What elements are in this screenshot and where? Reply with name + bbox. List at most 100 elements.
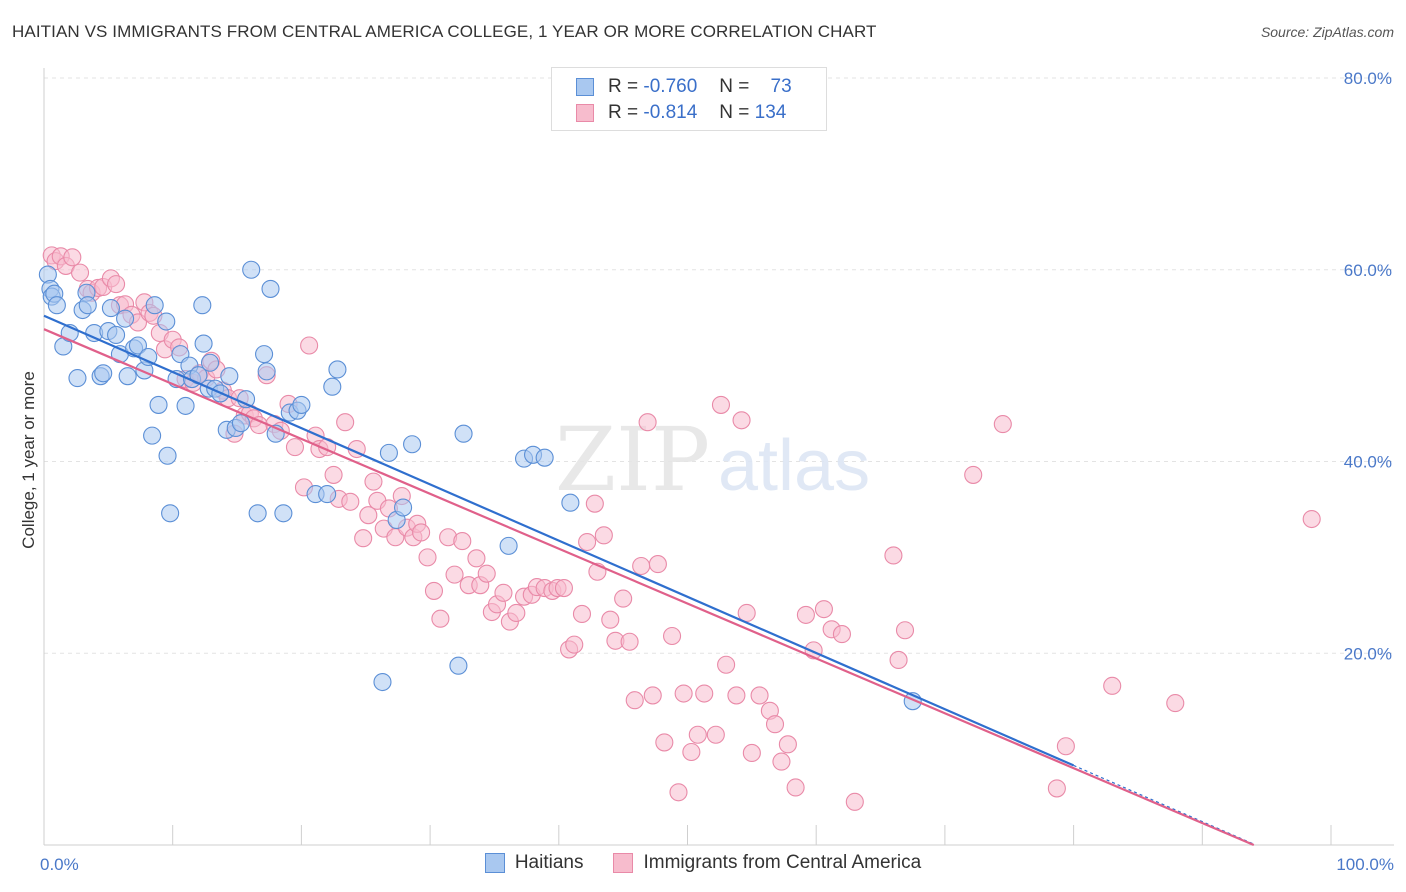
trend-line-haitians	[43, 314, 1075, 767]
data-point	[711, 395, 731, 414]
data-point	[161, 504, 180, 523]
watermark: ZIP atlas	[555, 408, 870, 511]
data-point	[1166, 694, 1185, 713]
data-point	[373, 672, 392, 692]
data-point	[193, 296, 212, 315]
legend-n-value: 73	[770, 76, 792, 97]
data-point	[145, 296, 164, 315]
data-point	[157, 312, 176, 331]
y-tick-label: 80.0%	[1344, 69, 1392, 88]
data-point	[565, 635, 584, 654]
data-point	[706, 725, 725, 744]
data-point	[742, 743, 761, 763]
legend-r-label: R =	[608, 102, 639, 123]
data-point	[149, 395, 168, 414]
data-point	[231, 414, 250, 433]
bottom-legend: Haitians Immigrants from Central America	[0, 852, 1406, 874]
data-point	[625, 691, 644, 710]
series-haitians	[38, 260, 922, 711]
data-point	[717, 655, 736, 674]
data-point	[324, 465, 343, 484]
data-point	[194, 334, 213, 353]
data-point	[814, 600, 833, 619]
bottom-legend-haitians: Haitians	[484, 852, 584, 874]
x-tick-label: 100.0%	[1336, 855, 1394, 874]
data-point	[300, 336, 319, 355]
data-point	[750, 686, 769, 705]
data-point	[535, 448, 554, 467]
trend-extension-haitians	[1073, 764, 1255, 845]
data-point	[889, 650, 908, 670]
data-point	[663, 626, 682, 646]
bottom-legend-label: Immigrants from Central America	[643, 852, 922, 873]
data-point	[220, 367, 239, 386]
bottom-legend-central-america: Immigrants from Central America	[613, 852, 921, 874]
data-point	[63, 248, 82, 267]
data-point	[449, 656, 468, 675]
data-point	[274, 504, 293, 523]
data-point	[632, 556, 651, 576]
data-point	[116, 309, 135, 328]
data-point	[614, 589, 633, 608]
data-point	[257, 362, 276, 381]
data-point	[1302, 509, 1321, 529]
data-point	[895, 621, 915, 640]
data-point	[688, 725, 707, 744]
data-point	[354, 529, 373, 548]
legend-n-label: N =	[719, 76, 750, 97]
data-point	[832, 625, 851, 644]
data-point	[732, 411, 751, 430]
data-point	[318, 485, 337, 504]
source-label: Source: ZipAtlas.com	[1260, 24, 1394, 40]
data-point	[403, 435, 422, 454]
y-tick-label: 20.0%	[1344, 644, 1392, 663]
data-point	[765, 715, 785, 734]
bottom-legend-label: Haitians	[514, 852, 584, 873]
legend-n-value: 134	[754, 102, 787, 123]
data-point	[445, 565, 464, 584]
data-point	[70, 263, 90, 282]
data-point	[78, 296, 97, 315]
data-point	[128, 336, 148, 355]
data-point	[328, 360, 347, 379]
data-point	[845, 792, 864, 811]
data-point	[655, 733, 674, 752]
data-point	[585, 494, 604, 513]
data-point	[364, 472, 383, 491]
data-point	[964, 465, 983, 484]
data-point	[796, 605, 815, 624]
y-axis-label: College, 1 year or more	[19, 371, 38, 549]
data-point	[394, 498, 413, 517]
data-point	[107, 275, 126, 294]
legend-row-haitians: R = -0.760 N = 73	[576, 75, 792, 99]
data-point	[494, 583, 513, 602]
legend-n-label: N =	[719, 102, 750, 123]
data-point	[323, 377, 342, 396]
y-tick-labels: 20.0% 40.0% 60.0% 80.0%	[1344, 69, 1392, 663]
data-point	[94, 364, 113, 383]
data-point	[620, 632, 639, 651]
series-immigrants-central-america	[42, 246, 1321, 811]
data-point	[412, 523, 431, 542]
data-point	[158, 446, 177, 465]
data-point	[638, 413, 657, 432]
y-tick-label: 40.0%	[1344, 453, 1392, 472]
bottom-legend-swatch-blue	[484, 853, 505, 873]
data-point	[424, 581, 444, 600]
legend-r-value: -0.814	[643, 102, 698, 123]
data-point	[379, 443, 398, 462]
axes	[43, 68, 1394, 846]
x-tick-label: 0.0%	[40, 855, 79, 874]
data-point	[467, 549, 486, 568]
data-point	[727, 686, 746, 705]
legend: R = -0.760 N = 73 R = -0.814 N = 134	[551, 67, 827, 131]
data-point	[118, 367, 137, 386]
data-point	[499, 536, 518, 555]
data-point	[601, 610, 620, 629]
data-point	[143, 426, 162, 445]
data-point	[578, 532, 597, 552]
data-point	[561, 493, 580, 512]
data-point	[418, 548, 437, 567]
data-point	[261, 279, 280, 298]
